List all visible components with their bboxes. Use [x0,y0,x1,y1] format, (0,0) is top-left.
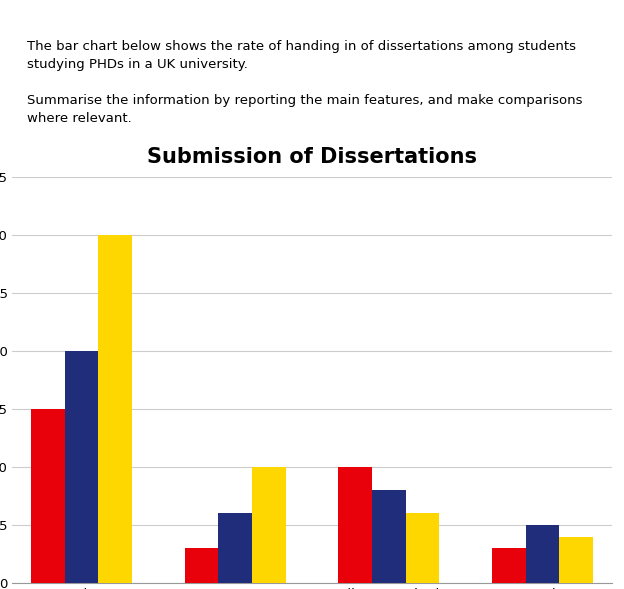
Bar [338,467,372,583]
Bar [99,235,132,583]
Bar [406,514,439,583]
Bar [185,548,218,583]
Bar [65,351,99,583]
Title: Submission of Dissertations: Submission of Dissertations [147,147,477,167]
Bar [372,490,406,583]
Bar [559,537,593,583]
Bar [525,525,559,583]
Bar [492,548,525,583]
Text: The bar chart below shows the rate of handing in of dissertations among students: The bar chart below shows the rate of ha… [27,39,583,124]
Bar [218,514,252,583]
Bar [31,409,65,583]
Bar [252,467,286,583]
